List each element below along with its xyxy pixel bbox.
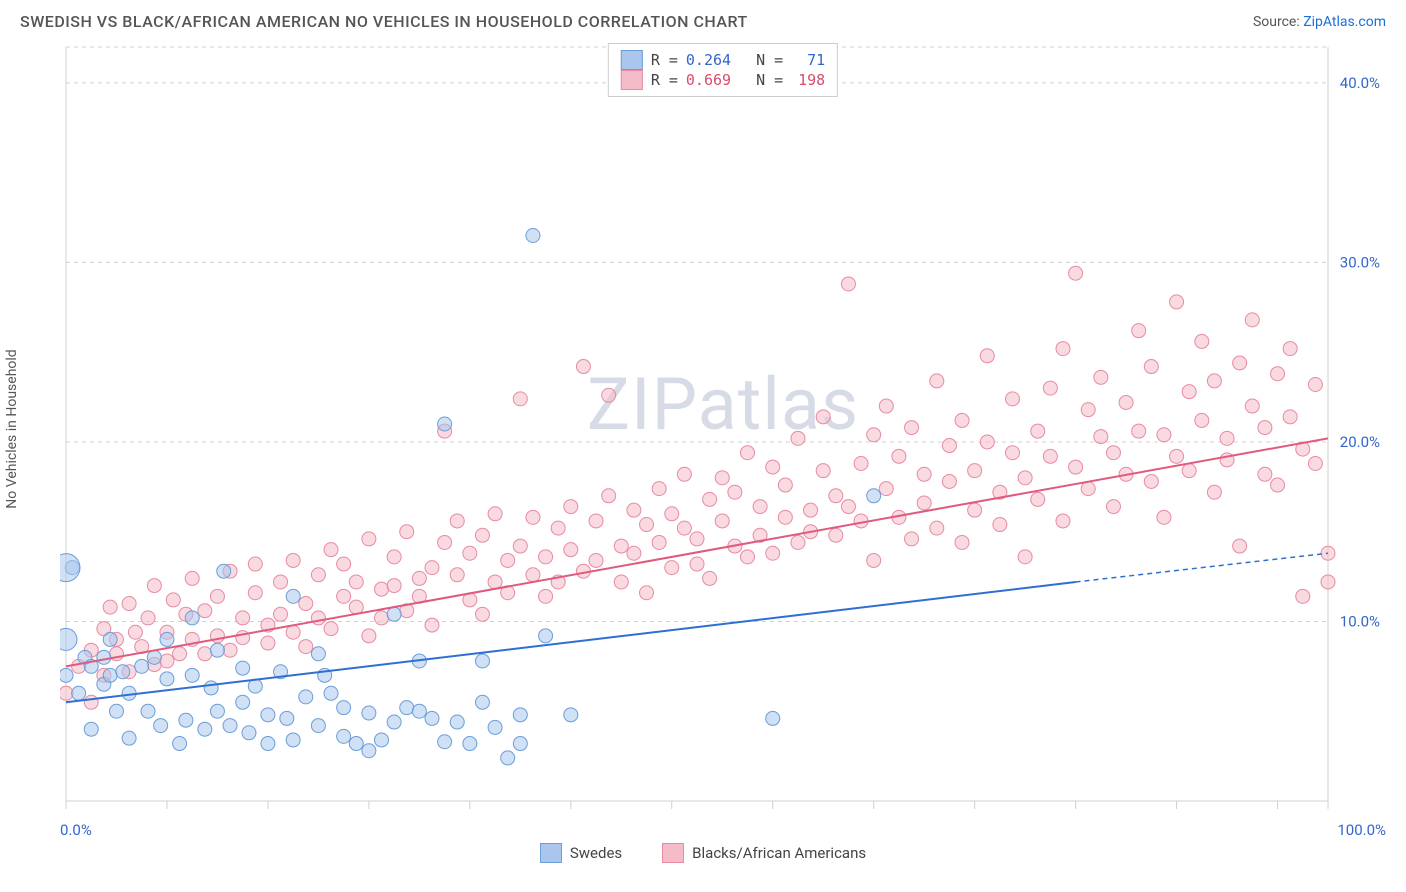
source-label: Source: ZipAtlas.com: [1253, 14, 1386, 30]
r-value-blacks: 0.669: [686, 71, 731, 89]
stats-row-blacks: R = 0.669 N = 198: [621, 70, 825, 90]
svg-text:10.0%: 10.0%: [1340, 612, 1380, 630]
legend-item-swedes: Swedes: [540, 843, 622, 863]
svg-text:ZIPatlas: ZIPatlas: [587, 362, 859, 447]
r-value-swedes: 0.264: [686, 51, 731, 69]
source-link[interactable]: ZipAtlas.com: [1303, 14, 1386, 30]
svg-text:20.0%: 20.0%: [1340, 433, 1380, 451]
series-legend: Swedes Blacks/African Americans: [0, 843, 1406, 863]
n-value-swedes: 71: [791, 51, 825, 69]
legend-label-swedes: Swedes: [570, 844, 622, 862]
legend-swatch-swedes: [540, 843, 562, 863]
chart-container: No Vehicles in Household 10.0%20.0%30.0%…: [60, 39, 1386, 819]
svg-text:30.0%: 30.0%: [1340, 253, 1380, 271]
swatch-swedes: [621, 50, 643, 70]
legend-swatch-blacks: [662, 843, 684, 863]
legend-item-blacks: Blacks/African Americans: [662, 843, 866, 863]
chart-header: SWEDISH VS BLACK/AFRICAN AMERICAN NO VEH…: [0, 0, 1406, 39]
x-max-label: 100.0%: [1337, 821, 1386, 839]
scatter-chart: 10.0% 20.0% 30.0% 40.0% ZIPatlas: [60, 39, 1386, 819]
y-axis-label: No Vehicles in Household: [4, 349, 20, 508]
x-min-label: 0.0%: [60, 821, 92, 839]
svg-text:40.0%: 40.0%: [1340, 74, 1380, 92]
stats-row-swedes: R = 0.264 N = 71: [621, 50, 825, 70]
n-value-blacks: 198: [791, 71, 825, 89]
x-axis-range: 0.0% 100.0%: [60, 821, 1386, 839]
chart-title: SWEDISH VS BLACK/AFRICAN AMERICAN NO VEH…: [20, 12, 748, 31]
stats-legend: R = 0.264 N = 71 R = 0.669 N = 198: [608, 43, 838, 97]
swatch-blacks: [621, 70, 643, 90]
legend-label-blacks: Blacks/African Americans: [692, 844, 866, 862]
